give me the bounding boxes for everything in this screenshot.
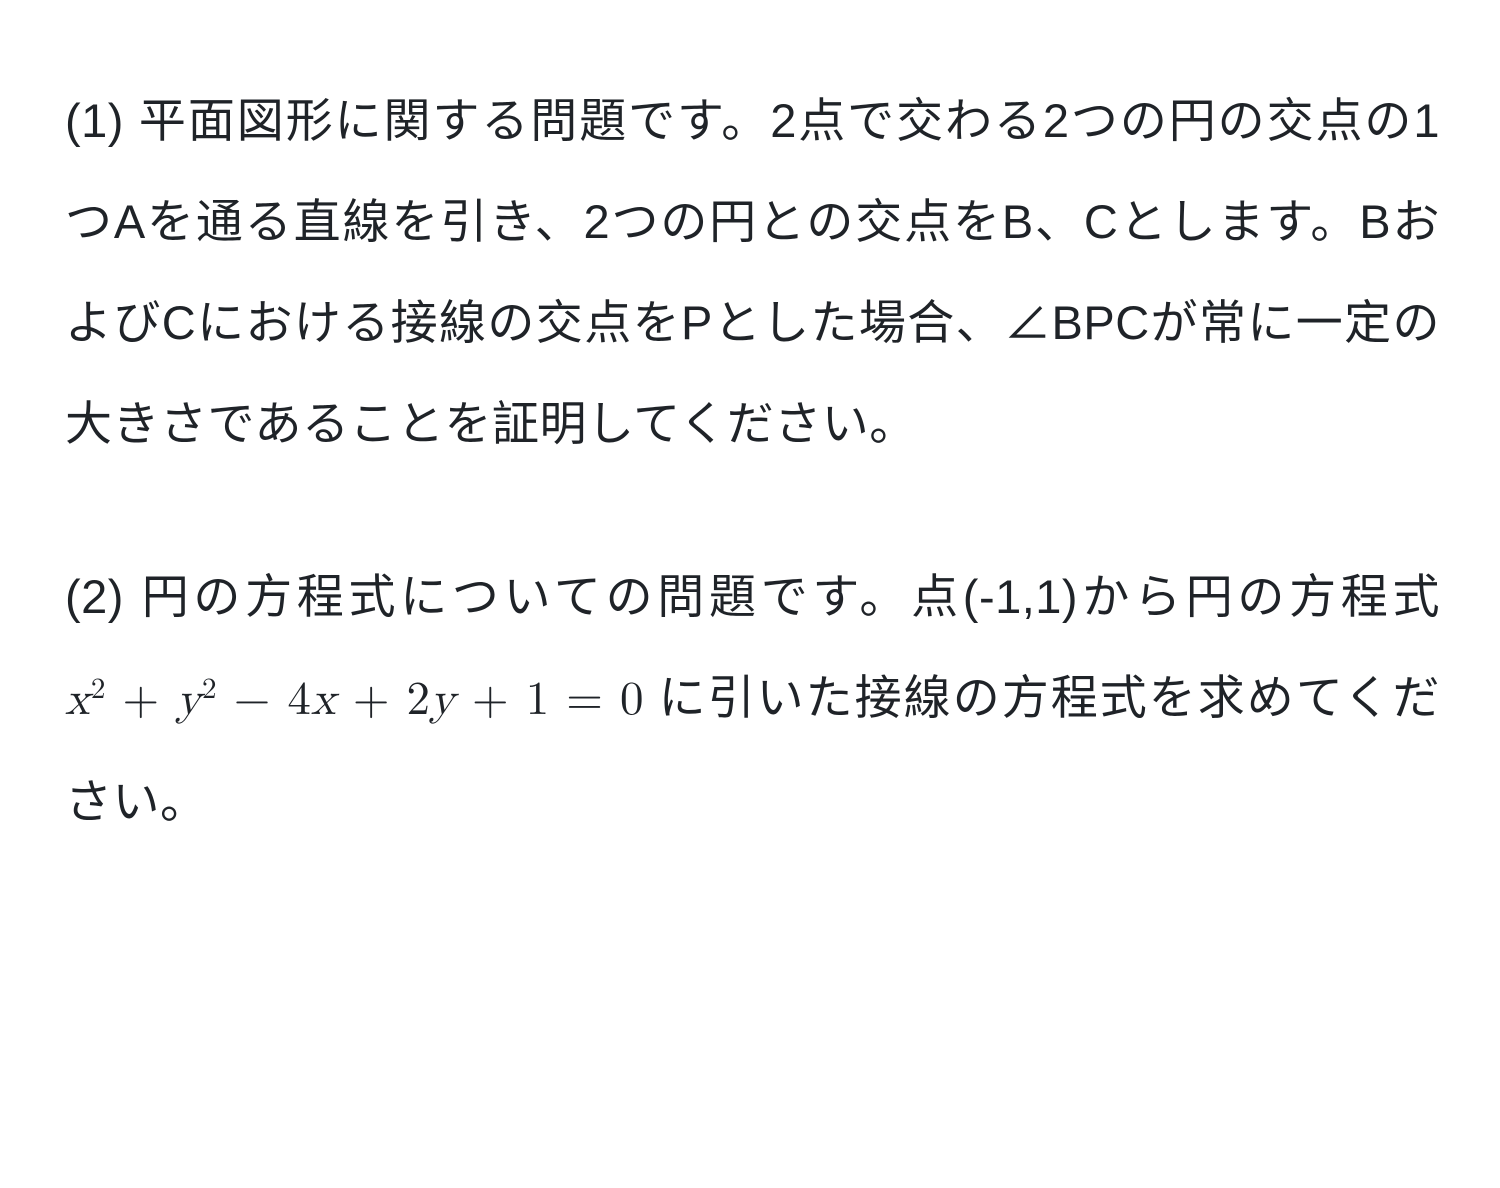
math-var-y: y [430,677,455,724]
math-coef: 2 [407,677,431,724]
page-container: (1) 平面図形に関する問題です。2点で交わる2つの円の交点の1つAを通る直線を… [0,0,1500,912]
math-op-plus: + [105,677,176,724]
math-sup: 2 [201,675,217,704]
math-coef: 4 [287,677,311,724]
problem-2: (2) 円の方程式についての問題です。点(-1,1)から円の方程式 x2 + y… [65,546,1440,852]
math-const: 1 [526,677,550,724]
problem-2-equation: x2 + y2 − 4x + 2y + 1 = 0 [65,677,644,724]
math-op-minus: − [217,677,288,724]
problem-1: (1) 平面図形に関する問題です。2点で交わる2つの円の交点の1つAを通る直線を… [65,70,1440,474]
math-var-x: x [311,677,336,724]
math-const: 0 [620,677,644,724]
math-op-plus: + [336,677,407,724]
problem-2-pre-text: 円の方程式についての問題です。点(-1,1)から円の方程式 [124,570,1440,623]
problem-2-label: (2) [65,570,124,623]
math-op-eq: = [549,677,620,724]
math-sup: 2 [90,675,106,704]
problem-1-text: 平面図形に関する問題です。2点で交わる2つの円の交点の1つAを通る直線を引き、2… [65,94,1440,450]
problem-1-label: (1) [65,94,124,147]
math-var-x: x [65,677,90,724]
math-op-plus: + [455,677,526,724]
math-var-y: y [176,677,201,724]
